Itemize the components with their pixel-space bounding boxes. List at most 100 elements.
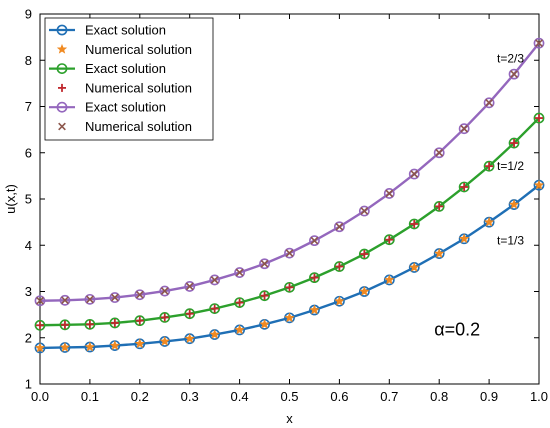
numerical-point	[485, 162, 494, 171]
axes-layer: 0.0 0.1 0.2 0.3 0.4 0.5 0.6 0.7 0.8 0.9 1.0 1 2 3 4 5 6 7…	[25, 7, 548, 405]
exact-point	[284, 281, 295, 293]
x-stroke	[210, 276, 219, 284]
numerical-point	[384, 274, 395, 285]
numerical-point	[533, 179, 545, 190]
numerical-point	[485, 98, 493, 107]
numerical-point	[510, 139, 519, 148]
legend-marker	[56, 101, 68, 113]
x-stroke	[310, 236, 319, 245]
numerical-point	[309, 304, 320, 315]
exact-point	[508, 68, 520, 80]
numerical-point	[60, 320, 69, 329]
x-tick-label: 0.1	[81, 389, 99, 404]
x-tick-label: 0.5	[280, 389, 298, 404]
curve-label: t=1/3	[497, 233, 524, 247]
alpha-label: α=0.2	[434, 319, 480, 339]
exact-point	[408, 218, 420, 230]
x-tick-label: 0.6	[330, 389, 348, 404]
exact-point	[533, 37, 545, 49]
exact-point	[84, 293, 96, 305]
numerical-point	[34, 342, 46, 353]
exact-point	[458, 123, 470, 135]
numerical-point	[159, 336, 170, 346]
legend-marker	[56, 43, 68, 54]
legend-box	[44, 17, 214, 141]
exact-point	[383, 188, 395, 199]
numerical-point	[160, 287, 169, 295]
legend-entry: Numerical solution	[56, 42, 192, 57]
exact-point	[59, 294, 71, 306]
x-stroke	[61, 296, 69, 305]
exact-point	[358, 205, 370, 217]
legend-label: Exact solution	[85, 23, 166, 38]
numerical-point	[435, 202, 444, 211]
exact-point	[84, 318, 96, 330]
legend-entry: Exact solution	[49, 100, 166, 115]
exact-point	[309, 272, 320, 284]
y-tick-label: 5	[25, 192, 32, 207]
series-layer	[34, 37, 545, 354]
legend-label: Numerical solution	[85, 80, 192, 95]
x-tick-label: 1.0	[530, 389, 548, 404]
numerical-point	[259, 318, 270, 329]
exact-point	[184, 308, 196, 320]
x-stroke	[135, 290, 144, 299]
legend-entry: Numerical solution	[58, 119, 192, 134]
numerical-point	[410, 219, 419, 228]
x-stroke	[460, 124, 469, 133]
x-stroke	[235, 268, 244, 277]
numerical-point	[310, 273, 319, 282]
x-stroke	[535, 39, 543, 48]
numerical-point	[335, 222, 344, 231]
numerical-point	[234, 324, 245, 335]
numerical-point	[360, 250, 369, 259]
numerical-point	[310, 236, 319, 245]
exact-point	[159, 285, 171, 297]
exact-point	[383, 234, 395, 246]
y-tick-label: 7	[25, 99, 32, 114]
x-stroke	[435, 148, 444, 157]
numerical-point	[135, 316, 144, 325]
x-tick-label: 0.2	[131, 389, 149, 404]
exact-point	[109, 317, 121, 329]
numerical-point	[459, 233, 470, 244]
legend-label: Numerical solution	[85, 119, 192, 134]
numerical-point	[460, 182, 469, 191]
exact-point	[333, 261, 345, 272]
numerical-point	[435, 148, 444, 157]
x-stroke	[335, 222, 344, 231]
legend-label: Exact solution	[85, 100, 166, 115]
exact-point	[109, 292, 121, 303]
exact-point	[209, 303, 221, 315]
x-stroke	[58, 122, 66, 131]
x-stroke	[385, 189, 394, 198]
numerical-point	[185, 309, 194, 318]
numerical-point	[510, 70, 518, 78]
y-tick-label: 9	[25, 7, 32, 22]
numerical-point	[235, 268, 244, 277]
exact-point	[134, 315, 146, 327]
exact-point	[234, 267, 245, 278]
numerical-point	[285, 249, 294, 257]
y-tick-label: 3	[25, 284, 32, 299]
exact-point	[59, 319, 71, 331]
y-tick-label: 8	[25, 53, 32, 68]
numerical-point	[160, 313, 169, 322]
series-line	[39, 117, 540, 327]
x-stroke	[110, 293, 119, 302]
legend: Exact solution Numerical solution Exact so…	[44, 17, 214, 141]
series-3-numerical	[36, 114, 543, 330]
numerical-point	[285, 283, 294, 292]
exact-point	[159, 311, 171, 323]
exact-point	[433, 147, 445, 159]
numerical-point	[359, 286, 370, 296]
numerical-point	[110, 318, 119, 327]
numerical-point	[235, 298, 244, 307]
numerical-point	[86, 295, 94, 304]
numerical-point	[36, 296, 44, 305]
legend-label: Exact solution	[85, 61, 166, 76]
exact-point	[284, 247, 295, 259]
x-stroke	[160, 287, 169, 295]
curve-label: t=2/3	[497, 52, 524, 66]
